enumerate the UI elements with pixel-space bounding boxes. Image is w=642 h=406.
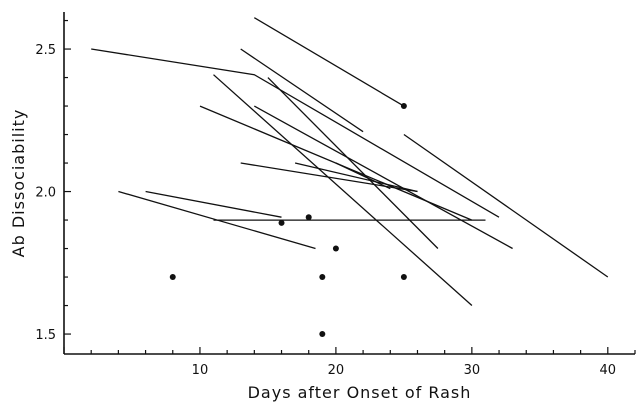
series-line — [253, 17, 405, 107]
axes — [63, 12, 636, 355]
series-line — [403, 133, 609, 278]
x-tick-label: 30 — [464, 363, 481, 378]
data-point — [319, 274, 326, 281]
x-axis-title: Days after Onset of Rash — [248, 383, 472, 402]
series-line — [240, 48, 364, 133]
y-tick-label: 2.5 — [35, 43, 56, 58]
y-tick-label: 2.0 — [35, 186, 56, 201]
series-line — [294, 162, 418, 193]
series-line — [91, 48, 500, 218]
data-point — [278, 219, 285, 226]
labels-layer: 10 20 30 40 1.5 2.0 2.5 Days after Onset of Ras… — [9, 43, 616, 402]
series-line — [118, 190, 316, 250]
y-axis-title: Ab Dissociability — [9, 109, 28, 258]
series-line — [213, 74, 473, 306]
x-tick-label: 10 — [192, 363, 209, 378]
data-point — [169, 274, 176, 281]
points-layer — [169, 103, 407, 338]
y-tick-label: 1.5 — [35, 328, 56, 343]
data-point — [319, 331, 326, 338]
data-point — [400, 274, 407, 281]
data-point — [400, 103, 407, 110]
data-point — [332, 245, 339, 252]
series-line — [267, 77, 439, 249]
series-line — [240, 162, 418, 193]
x-tick-label: 40 — [600, 363, 617, 378]
series-line — [335, 162, 391, 190]
x-tick-label: 20 — [328, 363, 345, 378]
data-point — [305, 214, 312, 221]
series-line — [253, 105, 513, 250]
series-layer — [91, 17, 609, 306]
series-line — [145, 190, 282, 218]
